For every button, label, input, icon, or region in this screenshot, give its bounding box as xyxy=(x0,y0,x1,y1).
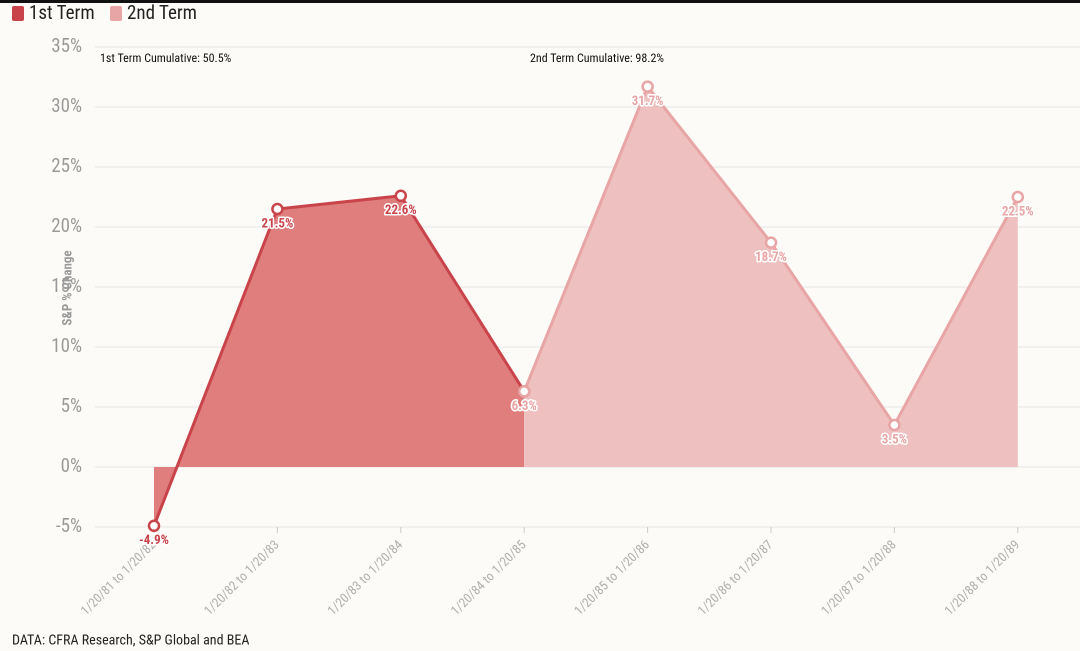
y-tick-label: 0% xyxy=(61,454,82,477)
y-tick-label: 25% xyxy=(51,154,82,177)
legend-swatch xyxy=(12,6,24,21)
top-bar xyxy=(0,0,1080,3)
x-tick-label: 1/20/82 to 1/20/83 xyxy=(202,538,283,619)
annotation: 2nd Term Cumulative: 98.2% xyxy=(530,51,664,65)
legend-label: 2nd Term xyxy=(127,1,197,24)
y-tick-label: -5% xyxy=(56,514,82,537)
area xyxy=(154,195,525,526)
x-tick-label: 1/20/81 to 1/20/82 xyxy=(78,538,159,619)
x-tick-label: 1/20/84 to 1/20/85 xyxy=(448,538,529,619)
point xyxy=(147,519,161,533)
source: DATA: CFRA Research, S&P Global and BEA xyxy=(12,633,249,649)
value-label: 6.3% xyxy=(512,399,537,414)
point xyxy=(394,189,408,203)
y-tick-label: 30% xyxy=(51,94,82,117)
value-label: 18.7% xyxy=(755,250,787,265)
point xyxy=(641,80,654,93)
annotation: 1st Term Cumulative: 50.5% xyxy=(100,51,232,65)
x-tick-label: 1/20/86 to 1/20/87 xyxy=(695,538,776,619)
value-label: 31.7% xyxy=(632,94,664,109)
y-tick-label: 20% xyxy=(51,214,82,237)
x-tick-label: 1/20/88 to 1/20/89 xyxy=(942,538,1023,619)
point xyxy=(517,385,531,398)
point xyxy=(271,202,284,216)
y-tick-label: 10% xyxy=(51,334,82,357)
area xyxy=(524,86,1018,467)
value-label: 3.5% xyxy=(882,432,907,447)
y-tick-label: 35% xyxy=(51,34,82,57)
x-tick-label: 1/20/85 to 1/20/86 xyxy=(572,538,653,619)
point xyxy=(1011,190,1025,204)
line xyxy=(152,194,526,527)
series xyxy=(152,194,526,527)
legend-label: 1st Term xyxy=(29,1,95,24)
series xyxy=(522,83,1020,467)
point xyxy=(888,418,901,432)
value-label: -4.9% xyxy=(139,533,169,548)
legend-swatch xyxy=(110,6,122,21)
value-label: 22.6% xyxy=(385,203,417,218)
y-axis-label: S&P % Change xyxy=(60,250,75,325)
y-tick-label: 5% xyxy=(61,394,82,417)
y-tick-label: 15% xyxy=(51,274,82,297)
point xyxy=(764,236,778,249)
value-label: 22.5% xyxy=(1002,204,1034,219)
x-tick-label: 1/20/83 to 1/20/84 xyxy=(325,537,407,619)
value-label: 21.5% xyxy=(262,216,294,231)
x-tick-label: 1/20/87 to 1/20/88 xyxy=(819,538,900,619)
